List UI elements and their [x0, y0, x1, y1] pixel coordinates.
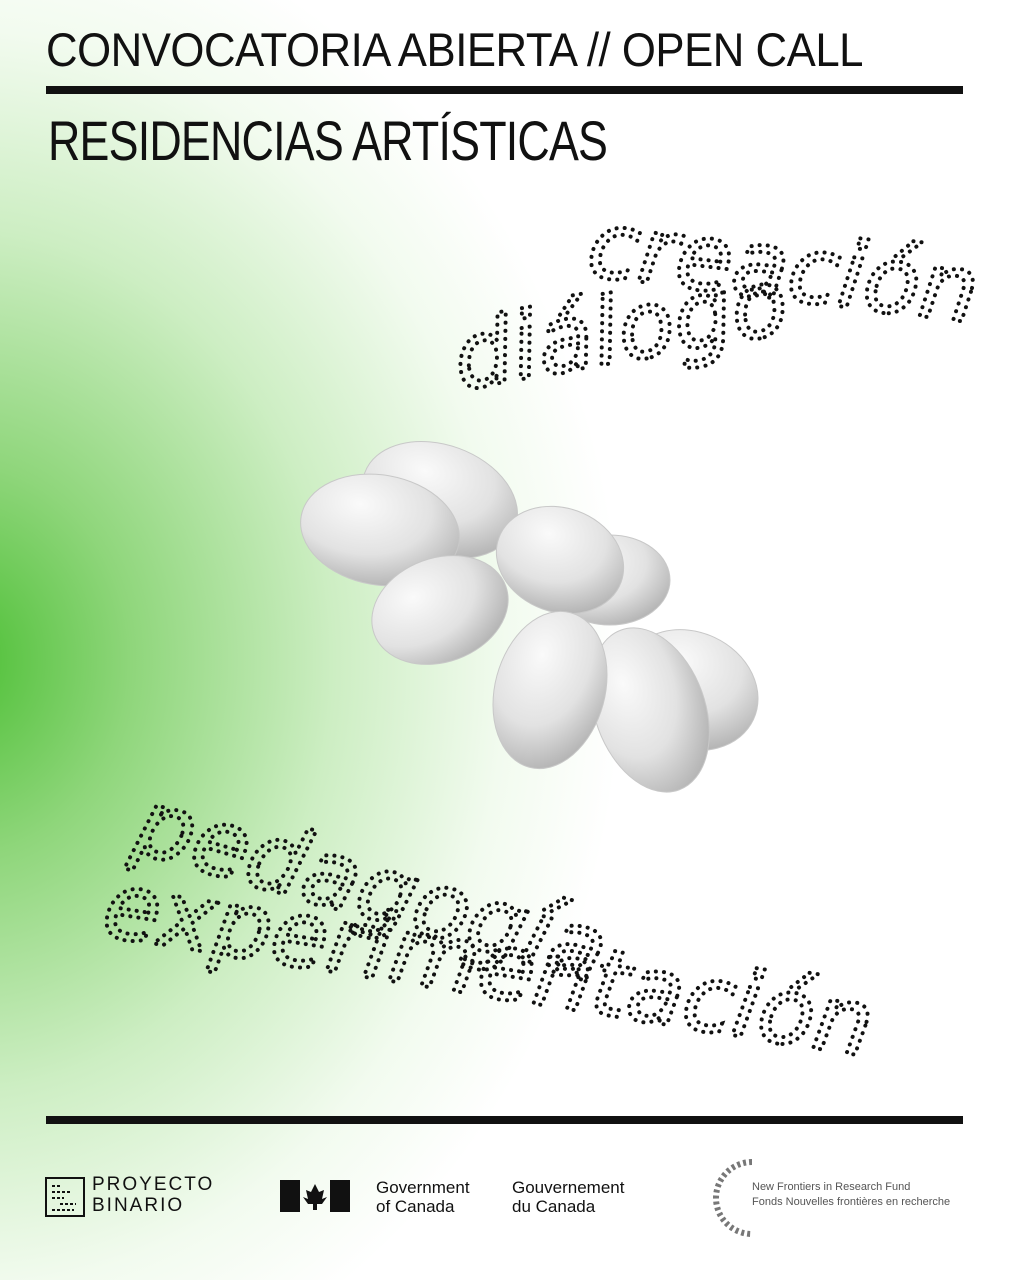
logo-text: du Canada	[512, 1197, 596, 1216]
rule	[46, 86, 963, 94]
logo-text: Government	[376, 1178, 470, 1197]
nfrf-logo: New Frontiers in Research Fund Fonds Nou…	[752, 1180, 950, 1210]
rule	[46, 1116, 963, 1124]
logo-text: New Frontiers in Research Fund	[752, 1181, 911, 1193]
binario-icon	[45, 1177, 85, 1217]
binario-logo: PROYECTO BINARIO	[92, 1174, 214, 1216]
blob	[300, 441, 759, 793]
government-fr: Gouvernement du Canada	[512, 1178, 624, 1216]
government-en: Government of Canada	[376, 1178, 470, 1216]
logo-text: of Canada	[376, 1197, 455, 1216]
canada-flag	[280, 1180, 350, 1212]
nfrf-icon	[713, 1159, 753, 1237]
logo-text: Gouvernement	[512, 1178, 625, 1197]
logo-text: PROYECTO	[92, 1174, 215, 1195]
title: CONVOCATORIA ABIERTA // OPEN CALL	[46, 23, 864, 76]
logo-text: Fonds Nouvelles frontières en recherche	[752, 1196, 951, 1208]
logo-text: BINARIO	[92, 1195, 185, 1216]
subtitle: RESIDENCIAS ARTÍSTICAS	[48, 109, 608, 172]
